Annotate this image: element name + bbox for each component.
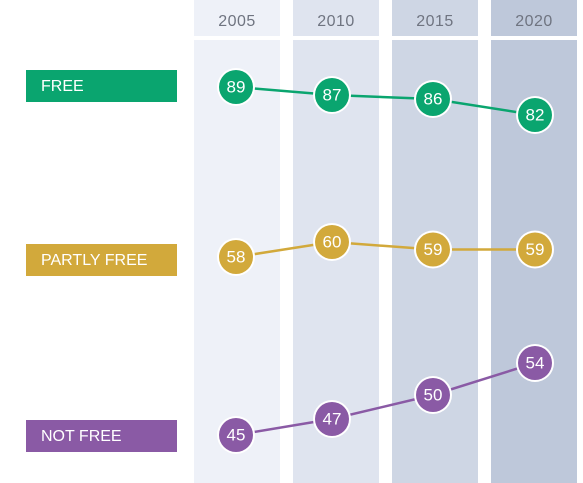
data-label-partly-free-2020: 59 [526, 240, 545, 259]
point-not-free-2005 [219, 418, 253, 452]
column-divider-2005 [194, 36, 280, 40]
point-free-2005 [219, 70, 253, 104]
series-labels: FREE PARTLY FREE NOT FREE [26, 70, 177, 452]
series-label-not-free: NOT FREE [41, 428, 122, 445]
point-free-2010 [315, 78, 349, 112]
point-not-free-2010 [315, 402, 349, 436]
data-label-not-free-2010: 47 [323, 409, 342, 428]
data-label-not-free-2005: 45 [227, 425, 246, 444]
point-partly-free-2005 [219, 240, 253, 274]
series-line-free [235, 85, 536, 117]
data-label-not-free-2020: 54 [526, 353, 545, 372]
data-label-not-free-2015: 50 [424, 385, 443, 404]
series-line-partly-free [235, 240, 535, 259]
column-divider-2010 [293, 36, 379, 40]
x-axis-labels: 2005 2010 2015 2020 [218, 13, 553, 30]
point-partly-free-2015 [416, 232, 450, 267]
point-not-free-2020 [518, 346, 552, 380]
x-tick-label-2010: 2010 [317, 13, 355, 30]
data-label-free-2020: 82 [526, 105, 545, 124]
data-label-partly-free-2010: 60 [323, 232, 342, 251]
point-partly-free-2020 [518, 232, 552, 267]
column-divider-2020 [491, 36, 577, 40]
series-label-partly-free: PARTLY FREE [41, 252, 147, 269]
series-label-box-partly-free [26, 244, 177, 276]
data-label-free-2010: 87 [323, 85, 342, 104]
series-line-not-free [235, 361, 536, 437]
point-free-2015 [416, 82, 450, 116]
column-divider-2015 [392, 36, 478, 40]
data-label-free-2015: 86 [424, 89, 443, 108]
series-label-box-not-free [26, 420, 177, 452]
point-partly-free-2010 [315, 225, 349, 259]
series-label-box-free [26, 70, 177, 102]
series-lines [235, 85, 536, 437]
x-tick-label-2020: 2020 [515, 13, 553, 30]
data-points: 89 87 86 82 58 60 59 59 45 47 50 54 [217, 68, 554, 454]
data-label-free-2005: 89 [227, 77, 246, 96]
x-tick-label-2005: 2005 [218, 13, 256, 30]
point-free-2020 [518, 98, 552, 132]
data-label-partly-free-2005: 58 [227, 247, 246, 266]
x-tick-label-2015: 2015 [416, 13, 454, 30]
data-label-partly-free-2015: 59 [424, 240, 443, 259]
series-label-free: FREE [41, 78, 84, 95]
point-not-free-2015 [416, 378, 450, 412]
